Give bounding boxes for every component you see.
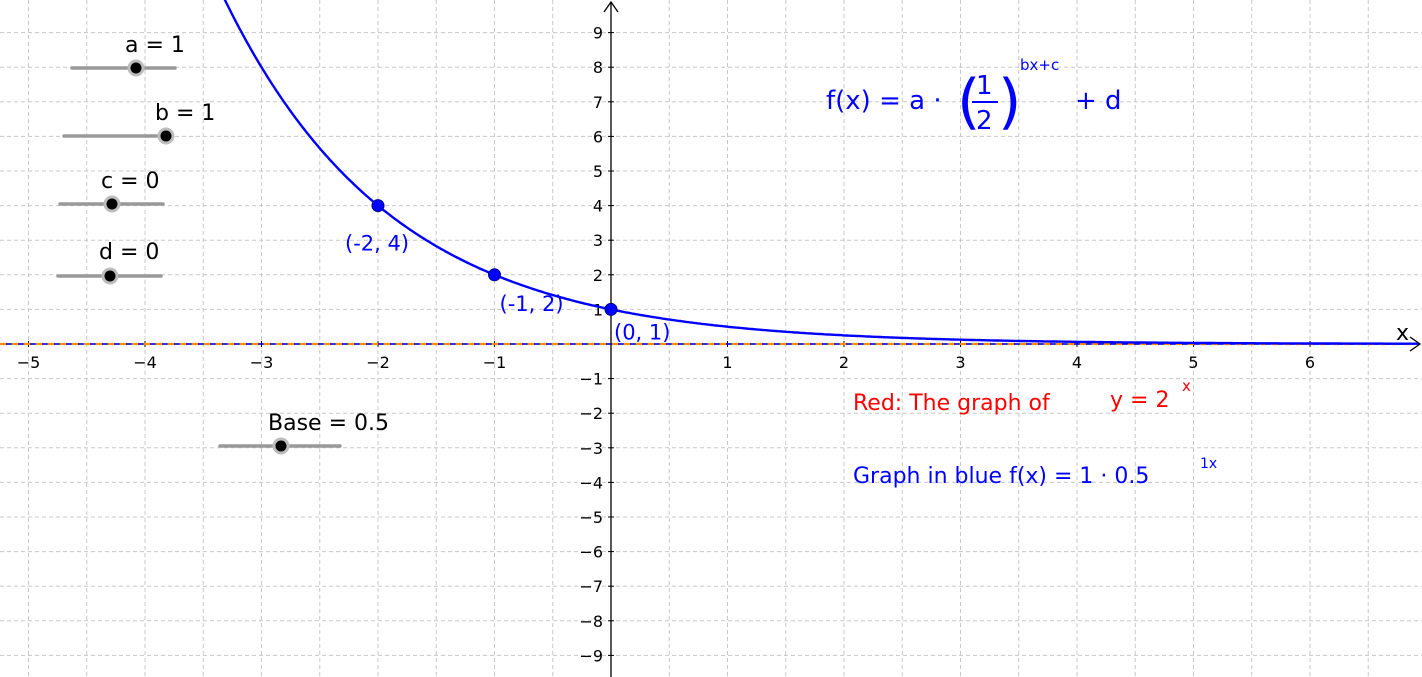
slider-label: d = 0	[99, 240, 159, 265]
y-axis-arrow	[603, 0, 619, 13]
y-tick-label: −8	[579, 612, 603, 631]
x-tick-label: −3	[250, 353, 274, 372]
y-tick-label: −5	[579, 508, 603, 527]
x-axis-name: x	[1396, 321, 1409, 346]
slider-base[interactable]: Base = 0.5	[218, 411, 389, 455]
slider-knob[interactable]	[104, 270, 116, 282]
x-tick-label: −1	[483, 353, 507, 372]
red-caption: Red: The graph of y = 2 x	[853, 377, 1191, 416]
y-tick-label: −7	[579, 577, 603, 596]
formula-numerator: 1	[976, 71, 993, 101]
blue-curve[interactable]	[204, 0, 1418, 345]
slider-knob[interactable]	[160, 130, 172, 142]
y-tick-label: 7	[593, 93, 603, 112]
red-caption-equation: y = 2	[1110, 388, 1169, 413]
slider-knob[interactable]	[275, 440, 287, 452]
y-tick-label: 1	[593, 300, 603, 319]
point-label: (-2, 4)	[345, 232, 409, 256]
red-caption-text: Red: The graph of	[853, 391, 1051, 416]
slider-c[interactable]: c = 0	[58, 169, 165, 213]
y-tick-label: 3	[593, 231, 603, 250]
y-tick-label: −3	[579, 439, 603, 458]
slider-label: b = 1	[155, 101, 215, 126]
y-tick-label: 9	[593, 24, 603, 43]
blue-caption-exponent: 1x	[1200, 456, 1217, 472]
function-graph[interactable]	[0, 0, 1418, 346]
formula-left-paren: (	[957, 67, 980, 137]
formula-display: f(x) = a · ( 1 2 ) bx+c + d	[826, 56, 1122, 137]
x-tick-label: 3	[955, 353, 965, 372]
y-tick-label: −2	[579, 404, 603, 423]
red-caption-exponent: x	[1182, 377, 1191, 395]
x-tick-label: 6	[1305, 353, 1315, 372]
formula-right-paren: )	[998, 67, 1021, 137]
tick-labels: −5 −4 −3 −2 −1 1 2 3 4 5 6 9 8 7 6 5 4 3 2 1 −1 −2 −3 −4 −5 −6 −7 −…	[17, 24, 1315, 666]
y-tick-label: 6	[593, 127, 603, 146]
y-tick-label: 8	[593, 58, 603, 77]
y-tick-label: −6	[579, 543, 603, 562]
formula-denominator: 2	[976, 106, 993, 136]
slider-label: a = 1	[125, 33, 185, 58]
points[interactable]: (-2, 4) (-1, 2) (0, 1)	[345, 199, 670, 345]
y-tick-label: 4	[593, 197, 603, 216]
slider-knob[interactable]	[106, 198, 118, 210]
blue-caption: Graph in blue f(x) = 1 · 0.5 1x	[853, 456, 1217, 489]
x-tick-label: −4	[133, 353, 157, 372]
y-tick-label: −1	[579, 370, 603, 389]
slider-knob[interactable]	[130, 62, 142, 74]
point-label: (-1, 2)	[500, 292, 564, 316]
y-tick-label: 5	[593, 162, 603, 181]
point[interactable]	[371, 199, 385, 213]
x-tick-label: 1	[722, 353, 732, 372]
sliders[interactable]: a = 1 b = 1 c = 0 d = 0 Base = 0.5	[56, 33, 389, 455]
y-tick-label: −9	[579, 646, 603, 665]
y-tick-label: 2	[593, 266, 603, 285]
slider-d[interactable]: d = 0	[56, 240, 163, 285]
point[interactable]	[604, 302, 618, 316]
slider-b[interactable]: b = 1	[62, 101, 215, 145]
point-label: (0, 1)	[614, 320, 670, 344]
formula-lhs: f(x) = a ·	[826, 86, 942, 116]
formula-rhs: + d	[1075, 86, 1122, 116]
slider-a[interactable]: a = 1	[70, 33, 185, 77]
x-axis-arrow	[1409, 336, 1422, 352]
x-tick-label: −2	[366, 353, 390, 372]
x-tick-label: 2	[839, 353, 849, 372]
x-tick-label: 4	[1072, 353, 1082, 372]
x-tick-label: −5	[17, 353, 41, 372]
x-tick-label: 5	[1188, 353, 1198, 372]
y-tick-label: −4	[579, 473, 603, 492]
point[interactable]	[488, 268, 501, 282]
blue-caption-text: Graph in blue f(x) = 1 · 0.5	[853, 464, 1149, 489]
slider-label: Base = 0.5	[268, 411, 389, 436]
formula-exponent: bx+c	[1020, 56, 1059, 74]
slider-label: c = 0	[101, 169, 160, 194]
